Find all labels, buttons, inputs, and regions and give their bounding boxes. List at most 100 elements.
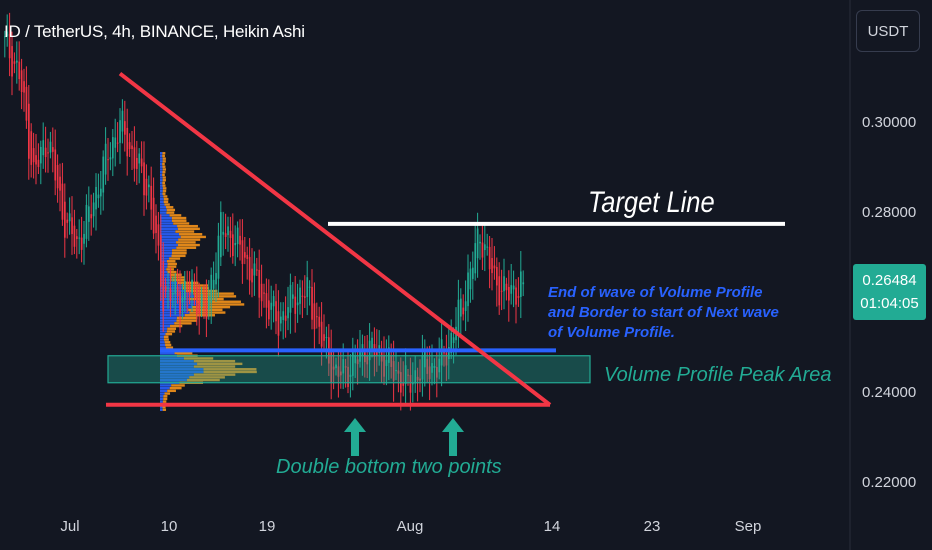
volume-profile-bar-down (184, 314, 215, 317)
candle-body (155, 215, 157, 234)
candle-body (220, 212, 222, 258)
volume-profile-bar-up (160, 203, 165, 206)
volume-profile-bar-down (186, 378, 220, 382)
volume-profile-bar-up (160, 235, 181, 239)
candle-body (208, 295, 210, 310)
candle-body (421, 355, 424, 380)
candle-body (445, 352, 448, 366)
volume-profile-bar-down (176, 241, 196, 244)
candle-body (282, 311, 285, 321)
volume-profile-bar-down (167, 389, 176, 393)
candle-body (412, 383, 414, 385)
candle-body (505, 283, 508, 291)
candle-body (140, 158, 143, 167)
volume-profile-bar-down (171, 216, 187, 220)
end-of-wave-note: End of wave of Volume Profile and Border… (548, 283, 848, 343)
volume-profile-bar-up (160, 251, 173, 255)
volume-profile-bar-down (166, 260, 176, 263)
volume-profile-bar-up (160, 224, 178, 228)
x-tick-label: Sep (734, 518, 762, 535)
volume-profile-bar-up (160, 192, 163, 195)
candle-body (390, 355, 393, 367)
double-bottom-arrow-1[interactable] (344, 418, 366, 456)
candle-body (234, 243, 237, 246)
volume-profile-bar-down (162, 187, 167, 190)
candle-body (299, 287, 301, 304)
volume-profile-bar-up (160, 187, 163, 190)
candle-body (215, 273, 217, 285)
volume-profile-bar-up (160, 316, 177, 320)
candle-body (167, 287, 169, 289)
volume-peak-zone[interactable] (107, 355, 591, 384)
volume-profile-bar-up (160, 249, 173, 252)
candle-body (184, 280, 186, 300)
volume-profile-bar-down (171, 254, 186, 258)
candle-body (337, 366, 340, 377)
candle-body (138, 153, 141, 164)
candle-body (443, 352, 445, 354)
candle-body (349, 374, 352, 377)
triangle-descending-edge[interactable] (118, 72, 552, 407)
candle-body (436, 366, 438, 378)
volume-profile-bar-up (160, 216, 172, 220)
volume-profile-bar-down (165, 343, 172, 347)
volume-profile-bar-up (160, 376, 190, 379)
candle-body (366, 355, 369, 365)
volume-profile-bar-down (171, 278, 186, 282)
volume-profile-bar-up (160, 181, 163, 185)
candle-body (176, 286, 179, 297)
candle-body (354, 355, 357, 364)
double-bottom-arrow-2[interactable] (442, 418, 464, 456)
candle-body (47, 152, 49, 154)
volume-profile-bar-up (160, 408, 163, 411)
candle-body (308, 286, 311, 288)
candle-body (200, 294, 203, 308)
volume-profile-bar-up (160, 389, 168, 393)
y-tick-label: 0.28000 (862, 204, 917, 221)
volume-profile-bar-up (160, 405, 163, 409)
volume-profile-bar-up (160, 368, 204, 371)
candle-body (109, 157, 112, 160)
candle-body (11, 46, 13, 77)
volume-profile-bar-up (160, 346, 166, 349)
candle-body (136, 158, 138, 169)
peak-area-label: Volume Profile Peak Area (604, 364, 832, 386)
candle-body (275, 301, 277, 322)
y-tick-label: 0.30000 (862, 114, 917, 131)
candle-body (97, 194, 100, 199)
volume-profile-bar-up (160, 195, 164, 198)
candle-body (73, 225, 76, 247)
x-tick-label: Aug (396, 518, 424, 535)
candle-body (157, 224, 160, 246)
volume-profile-bar-up (160, 200, 164, 204)
candle-body (520, 271, 522, 297)
volume-profile-bar-up (160, 214, 170, 217)
volume-profile-bar-up (160, 338, 164, 341)
candle-body (32, 148, 35, 163)
candle-body (376, 350, 378, 356)
candle-body (104, 143, 107, 175)
candle-body (23, 81, 25, 93)
candle-body (227, 226, 229, 236)
candle-body (419, 378, 421, 381)
volume-profile-bar-down (162, 168, 167, 171)
volume-profile-bar-up (160, 370, 204, 374)
candle-body (462, 307, 465, 315)
candle-body (152, 197, 155, 234)
candle-body (85, 204, 88, 239)
volume-profile-bar-down (171, 384, 185, 387)
candle-body (450, 332, 453, 354)
candle-body (426, 358, 429, 374)
volume-profile-bar-down (176, 319, 197, 322)
x-tick-label: 23 (643, 518, 661, 535)
volume-profile-bar-up (160, 206, 166, 209)
candle-body (481, 242, 484, 258)
currency-button[interactable]: USDT (856, 10, 920, 52)
symbol-header: ID / TetherUS, 4h, BINANCE, Heikin Ashi (4, 22, 305, 41)
candle-body (37, 159, 40, 167)
candle-body (452, 337, 455, 344)
volume-profile-bar-down (162, 157, 166, 160)
candle-body (313, 303, 316, 330)
candle-body (304, 296, 306, 298)
